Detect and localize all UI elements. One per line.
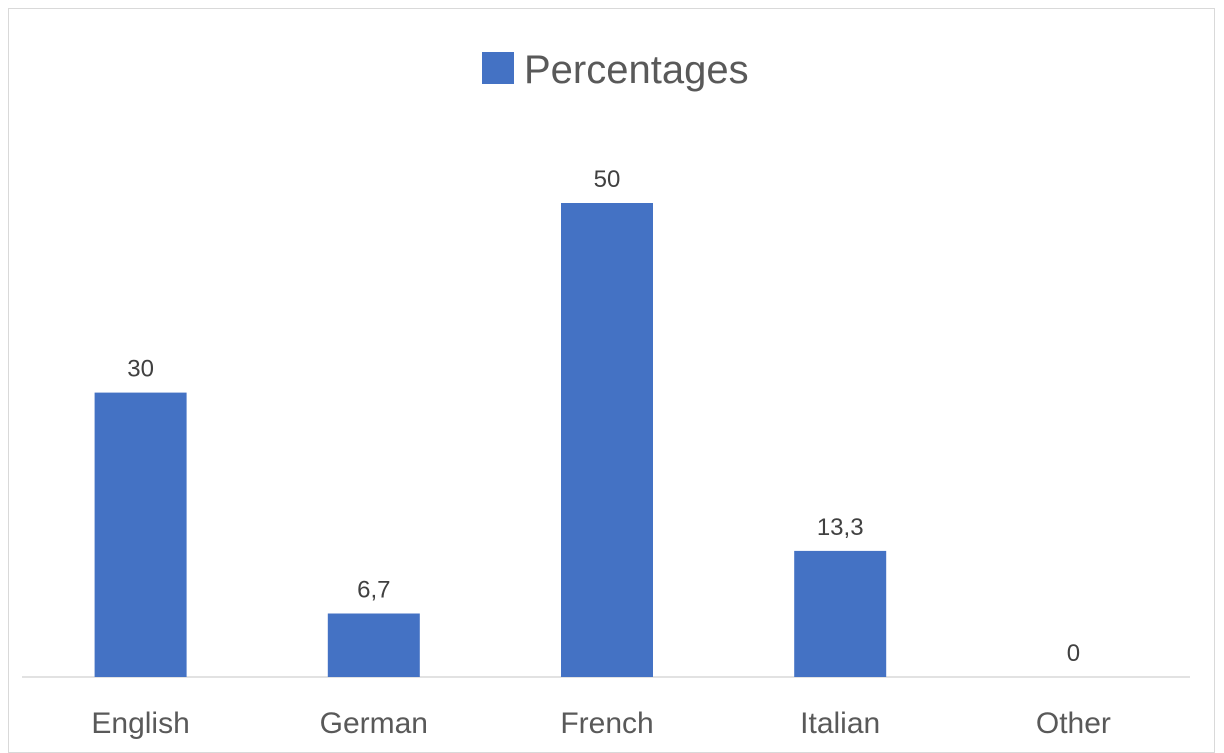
bar-german [327,613,420,677]
data-label-english: 30 [127,356,154,383]
x-tick-label-english: English [91,707,189,740]
data-label-french: 50 [594,166,621,193]
legend-label: Percentages [524,48,749,92]
bars [94,203,887,677]
x-tick-label-other: Other [1036,707,1111,740]
x-tick-label-italian: Italian [800,707,880,740]
bar-french [561,203,653,677]
x-tick-label-french: French [560,707,653,740]
data-label-other: 0 [1067,640,1080,667]
x-tick-labels: English German French Italian Other [91,707,1111,740]
data-label-italian: 13,3 [817,514,864,541]
bar-italian [794,550,887,677]
bar-english [94,392,187,677]
legend-swatch [482,52,514,84]
legend: Percentages [482,48,749,92]
x-tick-label-german: German [320,707,428,740]
data-label-german: 6,7 [357,577,390,604]
data-labels: 30 6,7 50 13,3 0 [127,166,1080,667]
